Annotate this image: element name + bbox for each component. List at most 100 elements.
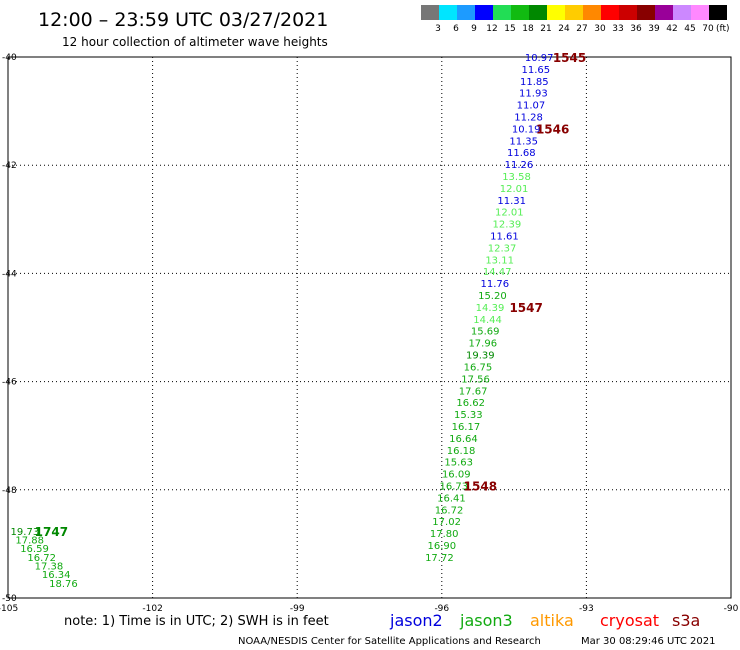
color-bin-label: 70 — [702, 24, 714, 34]
wave-height-label: 17.67 — [459, 386, 488, 397]
x-tick-label: -105 — [0, 604, 18, 614]
color-bin-label: 18 — [522, 24, 534, 34]
time-label: 1548 — [464, 479, 497, 493]
wave-height-color-scale: 3 6 9 12 15 18 21 24 27 30 33 36 39 42 45 70 — [421, 5, 727, 34]
wave-height-label: 16.64 — [449, 434, 478, 445]
x-tick-label: -96 — [434, 604, 449, 614]
time-labels: 1545 1546 1547 1548 1747 — [35, 51, 587, 539]
wave-height-label: 16.41 — [437, 493, 466, 504]
wave-height-label: 16.62 — [456, 398, 485, 409]
color-bin-12 — [475, 5, 493, 20]
wave-height-label: 17.80 — [430, 529, 459, 540]
color-bin-6 — [439, 5, 457, 20]
color-bin-33 — [601, 5, 619, 20]
wave-height-label: 16.09 — [442, 470, 471, 481]
wave-height-label: 16.72 — [27, 553, 56, 564]
satellite-cryosat: cryosat — [600, 611, 659, 630]
wave-height-label: 13.11 — [485, 255, 514, 266]
color-bin-label: 27 — [576, 24, 587, 34]
color-bin-label: 6 — [453, 24, 459, 34]
footer-credit: NOAA/NESDIS Center for Satellite Applica… — [238, 636, 541, 647]
color-bin-label: 15 — [504, 24, 515, 34]
color-bin-30 — [583, 5, 601, 20]
wave-height-label: 12.39 — [493, 220, 522, 231]
wave-height-label: 10.19 — [512, 124, 541, 135]
wave-height-label: 15.69 — [471, 327, 500, 338]
wave-height-label: 11.68 — [507, 148, 536, 159]
color-bin-label: 3 — [435, 24, 441, 34]
satellite-jason2: jason2 — [389, 611, 443, 630]
y-tick-label: -42 — [2, 161, 17, 171]
wave-height-labels: 10.9711.6511.8511.9311.0711.2810.1911.35… — [11, 53, 554, 590]
wave-height-label: 17.96 — [468, 339, 497, 350]
time-label: 1747 — [35, 525, 68, 539]
color-bin-label: 33 — [612, 24, 623, 34]
wave-height-label: 17.02 — [432, 517, 461, 528]
wave-height-label: 16.59 — [20, 544, 49, 555]
wave-height-label: 14.39 — [476, 303, 505, 314]
y-tick-label: -50 — [2, 594, 17, 604]
color-bin-label: 12 — [486, 24, 497, 34]
chart-subtitle: 12 hour collection of altimeter wave hei… — [62, 35, 328, 49]
plot-frame — [7, 56, 732, 599]
time-label: 1545 — [553, 51, 586, 65]
wave-height-label: 18.76 — [49, 579, 78, 590]
color-bin-label: 39 — [648, 24, 660, 34]
color-bin-42 — [655, 5, 673, 20]
satellite-legend: jason2 jason3 altika cryosat s3a — [389, 611, 700, 630]
color-bin-label: 36 — [630, 24, 642, 34]
color-bin-45 — [673, 5, 691, 20]
satellite-s3a: s3a — [672, 611, 700, 630]
axis-tick-labels: -105 -102 -99 -96 -93 -90 -40 -42 -44 -46 -48 -50 — [0, 53, 739, 614]
wave-height-label: 17.88 — [15, 536, 44, 547]
wave-height-label: 10.97 — [525, 53, 554, 64]
footer-note: note: 1) Time is in UTC; 2) SWH is in fe… — [64, 614, 329, 629]
wave-height-label: 16.72 — [435, 505, 464, 516]
color-bin-label: 21 — [540, 24, 551, 34]
wave-height-label: 11.35 — [509, 136, 538, 147]
plot-area: -105 -102 -99 -96 -93 -90 -40 -42 -44 -46 -48 -50 1… — [0, 51, 739, 614]
color-bin-39 — [637, 5, 655, 20]
color-bin-label: 42 — [666, 24, 677, 34]
y-tick-label: -46 — [2, 378, 17, 388]
color-bin-15 — [493, 5, 511, 20]
x-tick-label: -99 — [290, 604, 305, 614]
time-label: 1546 — [536, 122, 569, 136]
x-tick-label: -93 — [579, 604, 594, 614]
wave-height-label: 11.65 — [521, 65, 550, 76]
color-scale-unit: (ft) — [716, 24, 730, 34]
wave-height-label: 16.34 — [42, 570, 71, 581]
wave-height-label: 15.20 — [478, 291, 507, 302]
wave-height-label: 11.85 — [520, 77, 549, 88]
wave-height-label: 11.07 — [517, 101, 546, 112]
color-bin-label: 30 — [594, 24, 606, 34]
wave-height-label: 17.72 — [425, 553, 454, 564]
color-bin-21 — [529, 5, 547, 20]
wave-height-label: 16.73 — [440, 481, 469, 492]
wave-height-label: 11.31 — [497, 196, 526, 207]
wave-height-label: 12.01 — [500, 184, 529, 195]
wave-height-label: 16.90 — [427, 541, 456, 552]
wave-height-label: 16.75 — [464, 362, 493, 373]
color-bin-max — [709, 5, 727, 20]
color-bin-label: 45 — [684, 24, 695, 34]
color-bin-3 — [421, 5, 439, 20]
wave-height-label: 15.33 — [454, 410, 483, 421]
color-bin-18 — [511, 5, 529, 20]
wave-height-label: 11.76 — [480, 279, 509, 290]
wave-height-label: 12.37 — [488, 243, 517, 254]
y-tick-label: -40 — [2, 53, 17, 63]
wave-height-label: 19.73 — [11, 527, 40, 538]
y-tick-label: -44 — [2, 269, 17, 279]
wave-height-label: 16.17 — [452, 422, 481, 433]
wave-height-label: 11.26 — [505, 160, 534, 171]
color-bin-24 — [547, 5, 565, 20]
wave-height-label: 16.18 — [447, 446, 476, 457]
y-tick-label: -48 — [2, 486, 17, 496]
color-bin-36 — [619, 5, 637, 20]
color-bin-27 — [565, 5, 583, 20]
wave-height-label: 19.39 — [466, 351, 495, 362]
wave-height-label: 17.38 — [35, 562, 64, 573]
wave-height-label: 14.44 — [473, 315, 502, 326]
